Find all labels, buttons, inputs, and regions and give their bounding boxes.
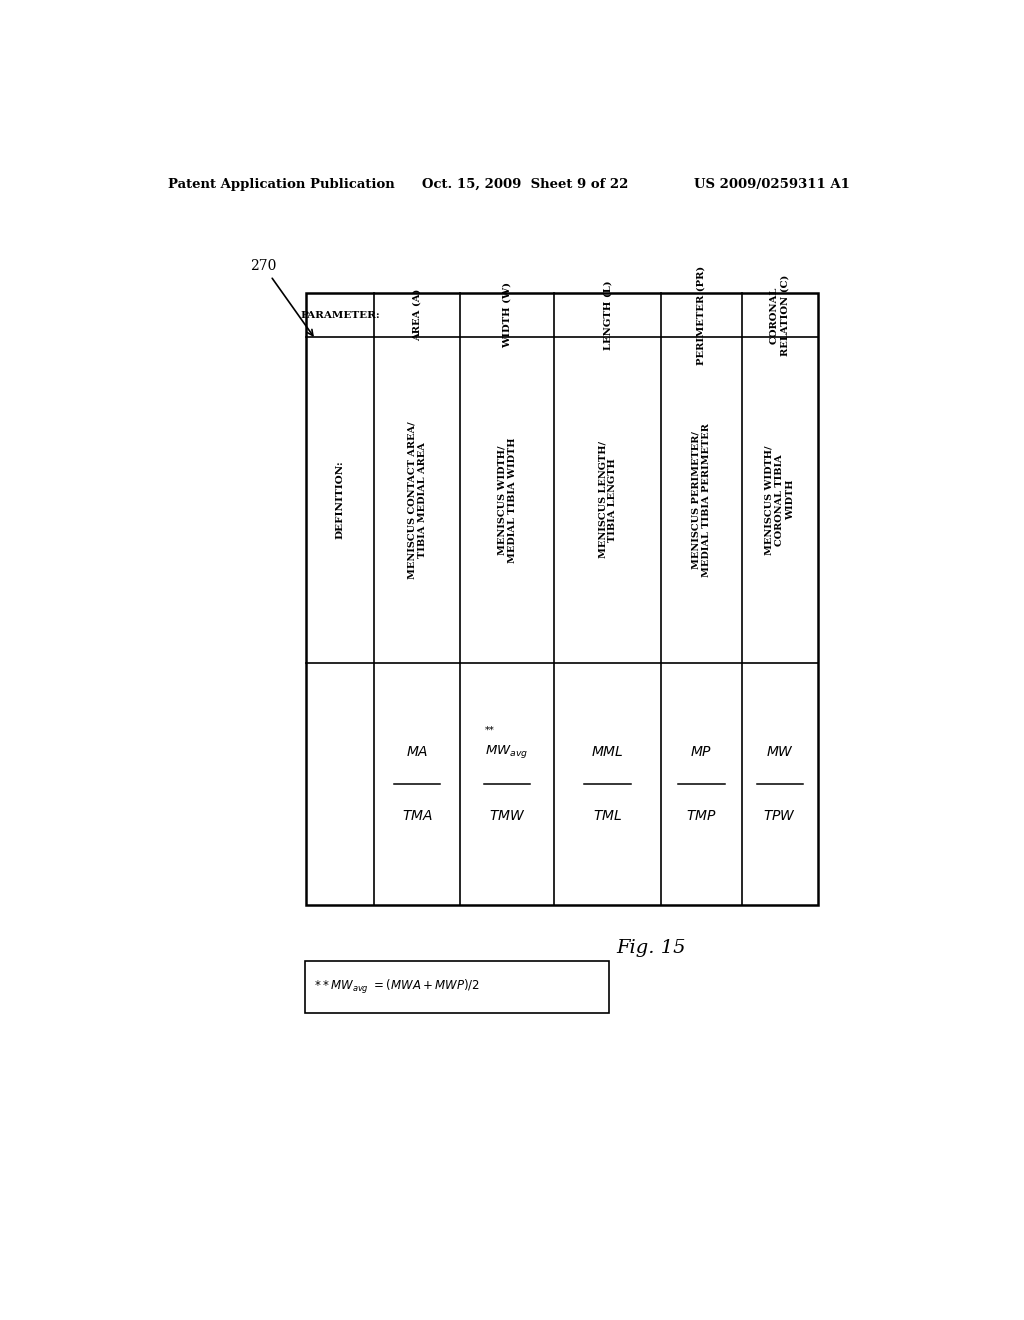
Text: MENISCUS CONTACT AREA/
TIBIA MEDIAL AREA: MENISCUS CONTACT AREA/ TIBIA MEDIAL AREA [408,421,427,578]
Text: MENISCUS WIDTH/
MEDIAL TIBIA WIDTH: MENISCUS WIDTH/ MEDIAL TIBIA WIDTH [498,437,517,562]
Text: $\mathit{MW}_{avg}$: $\mathit{MW}_{avg}$ [485,743,528,760]
Text: LENGTH (L): LENGTH (L) [603,280,612,350]
Text: $\mathit{TPW}$: $\mathit{TPW}$ [763,809,797,824]
Text: PERIMETER (PR): PERIMETER (PR) [697,265,706,364]
Text: $\mathit{TMP}$: $\mathit{TMP}$ [686,809,717,824]
Text: $\mathit{MML}$: $\mathit{MML}$ [591,744,625,759]
Text: Oct. 15, 2009  Sheet 9 of 22: Oct. 15, 2009 Sheet 9 of 22 [423,178,629,190]
Text: $**MW_{avg}$ $=(MWA+MWP)/2$: $**MW_{avg}$ $=(MWA+MWP)/2$ [314,978,480,995]
Text: MENISCUS PERIMETER/
MEDIAL TIBIA PERIMETER: MENISCUS PERIMETER/ MEDIAL TIBIA PERIMET… [692,422,712,577]
Text: $\mathit{MA}$: $\mathit{MA}$ [406,744,428,759]
Text: $\mathit{TMW}$: $\mathit{TMW}$ [488,809,525,824]
Text: DEFINITION:: DEFINITION: [336,461,345,540]
Bar [305,961,608,1014]
Text: $\mathit{MW}$: $\mathit{MW}$ [766,744,794,759]
Text: Patent Application Publication: Patent Application Publication [168,178,395,190]
Text: **: ** [485,726,495,735]
Text: CORONAL
RELATION (C): CORONAL RELATION (C) [770,275,790,356]
Text: $\mathit{TMA}$: $\mathit{TMA}$ [401,809,432,824]
Text: US 2009/0259311 A1: US 2009/0259311 A1 [693,178,850,190]
Text: 270: 270 [251,259,313,335]
Bar [306,293,818,906]
Text: Fig. 15: Fig. 15 [616,939,686,957]
Text: MENISCUS LENGTH/
TIBIA LENGTH: MENISCUS LENGTH/ TIBIA LENGTH [598,441,617,558]
Text: WIDTH (W): WIDTH (W) [503,282,511,348]
Text: PARAMETER:: PARAMETER: [300,310,380,319]
Text: MENISCUS WIDTH/
CORONAL TIBIA
WIDTH: MENISCUS WIDTH/ CORONAL TIBIA WIDTH [765,445,795,554]
Text: $\mathit{TML}$: $\mathit{TML}$ [593,809,623,824]
Text: AREA (A): AREA (A) [413,289,422,342]
Text: $\mathit{MP}$: $\mathit{MP}$ [690,744,713,759]
